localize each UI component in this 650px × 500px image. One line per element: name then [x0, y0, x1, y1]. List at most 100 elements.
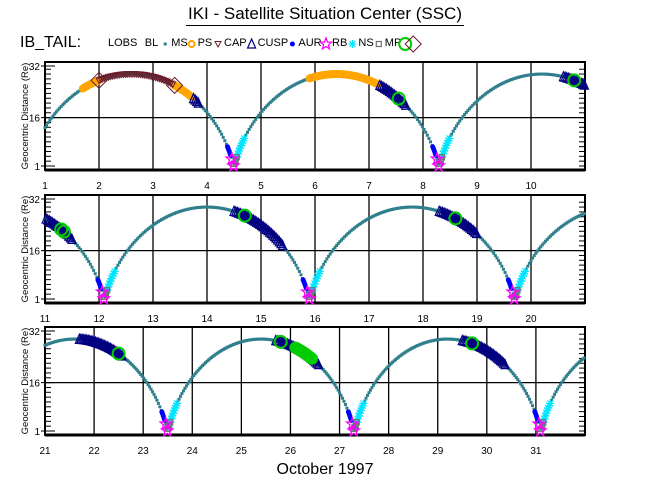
orbit-point-bl [417, 120, 421, 124]
orbit-point-bl [327, 375, 331, 379]
orbit-point-bl [249, 125, 253, 129]
orbit-point-bl [570, 367, 574, 371]
orbit-point-bl [153, 222, 157, 226]
orbit-point-bl [487, 89, 491, 93]
aur-star-marker [506, 290, 522, 306]
orbit-point-bl [568, 219, 572, 223]
orbit-point-bl [325, 257, 329, 261]
orbit-point-bl [151, 390, 155, 394]
orbit-point-bl [61, 103, 65, 107]
orbit-point-bl [294, 82, 298, 86]
y-tick-label: 1 [34, 427, 40, 438]
legend-label-cap: CAP [224, 37, 247, 49]
orbit-point-bl [518, 75, 522, 79]
orbit-point-bl [382, 369, 386, 373]
orbit-point-bl [344, 233, 348, 237]
orbit-point-bl [205, 111, 209, 115]
orbit-point-bl [501, 267, 505, 271]
region-marker-asterisk [544, 404, 553, 413]
orbit-point-bl [95, 275, 99, 279]
orbit-point-bl [343, 403, 347, 407]
region-marker-asterisk [440, 146, 449, 155]
orbit-point-bl [72, 93, 76, 97]
orbit-point-bl [510, 78, 514, 82]
orbit-point-bl [233, 210, 237, 214]
orbit-point-bl [131, 364, 135, 368]
orbit-point-bl [129, 244, 133, 248]
orbit-point-bl [545, 72, 549, 76]
region-marker-triangle-up [471, 227, 482, 239]
x-tick-label: 29 [432, 446, 444, 457]
orbit-point-bl [118, 260, 122, 264]
legend-label-rb: RB [332, 37, 347, 49]
orbit-point-bl [511, 77, 515, 81]
orbit-point-bl [126, 248, 130, 252]
orbit-point-bl [223, 139, 227, 143]
orbit-point-bl [284, 248, 288, 252]
orbit-point-bl [88, 262, 92, 266]
region-marker-asterisk [109, 269, 118, 278]
orbit-point-bl [226, 208, 230, 212]
orbit-point-bl [498, 261, 502, 265]
orbit-point-bl [531, 256, 535, 260]
region-marker-asterisk [546, 399, 555, 408]
orbit-point-bl [506, 79, 510, 83]
aur-star-marker [301, 290, 317, 306]
orbit-point-bl [210, 205, 214, 209]
mp-circle-marker [448, 211, 463, 226]
orbit-point-bl [155, 221, 159, 225]
orbit-point-bl [116, 263, 120, 267]
orbit-point-bl [366, 393, 370, 397]
orbit-point-bl [181, 389, 185, 393]
orbit-point-bl [566, 372, 570, 376]
orbit-point-bl [498, 83, 502, 87]
region-marker-asterisk [171, 404, 180, 413]
orbit-point-bl [109, 74, 113, 78]
orbit-point-bl [398, 206, 402, 210]
mp-circle-marker [111, 346, 126, 361]
region-marker-asterisk [540, 414, 549, 423]
orbit-point-bl [181, 209, 185, 213]
orbit-point-bl [224, 207, 228, 211]
orbit-point-bl [216, 206, 220, 210]
orbit-point-bl [132, 240, 136, 244]
orbit-point-bl [216, 127, 220, 131]
legend-label-bl: BL [145, 37, 158, 49]
orbit-point-bl [208, 115, 212, 119]
region-marker-asterisk [239, 136, 248, 145]
orbit-point-bl [182, 208, 186, 212]
legend-label-aur: AUR [298, 37, 321, 49]
orbit-point-bl [345, 406, 349, 410]
region-marker-triangle-up [269, 230, 280, 242]
orbit-point-bl [278, 92, 282, 96]
orbit-point-bl [553, 392, 557, 396]
orbit-point-bl [142, 231, 146, 235]
region-marker-asterisk [444, 136, 453, 145]
y-tick-label: 32 [29, 195, 41, 206]
region-marker-triangle-up [267, 228, 278, 240]
x-tick-label: 6 [312, 181, 318, 192]
orbit-point-bl [199, 205, 203, 209]
orbit-point-bl [213, 205, 217, 209]
orbit-point-bl [558, 74, 562, 78]
region-marker-triangle-up [193, 96, 204, 108]
orbit-point-bl [136, 369, 140, 373]
orbit-point-bl [130, 242, 134, 246]
orbit-point-bl [87, 260, 91, 264]
orbit-point-bl [501, 81, 505, 85]
orbit-point-bl [529, 400, 533, 404]
orbit-point-bl [420, 206, 424, 210]
orbit-point-bl [156, 220, 160, 224]
orbit-point-bl [505, 79, 509, 83]
orbit-point-bl [270, 99, 274, 103]
orbit-point-bl [294, 263, 298, 267]
orbit-point-bl [561, 378, 565, 382]
orbit-point-bl [370, 386, 374, 390]
orbit-point-bl [54, 110, 58, 114]
orbit-point-bl [342, 399, 346, 403]
orbit-point-bl [244, 133, 248, 137]
legend-label-cusp: CUSP [258, 37, 289, 49]
orbit-point-bl [62, 101, 66, 105]
region-marker-triangle-up [469, 225, 480, 237]
orbit-point-bl [328, 252, 332, 256]
